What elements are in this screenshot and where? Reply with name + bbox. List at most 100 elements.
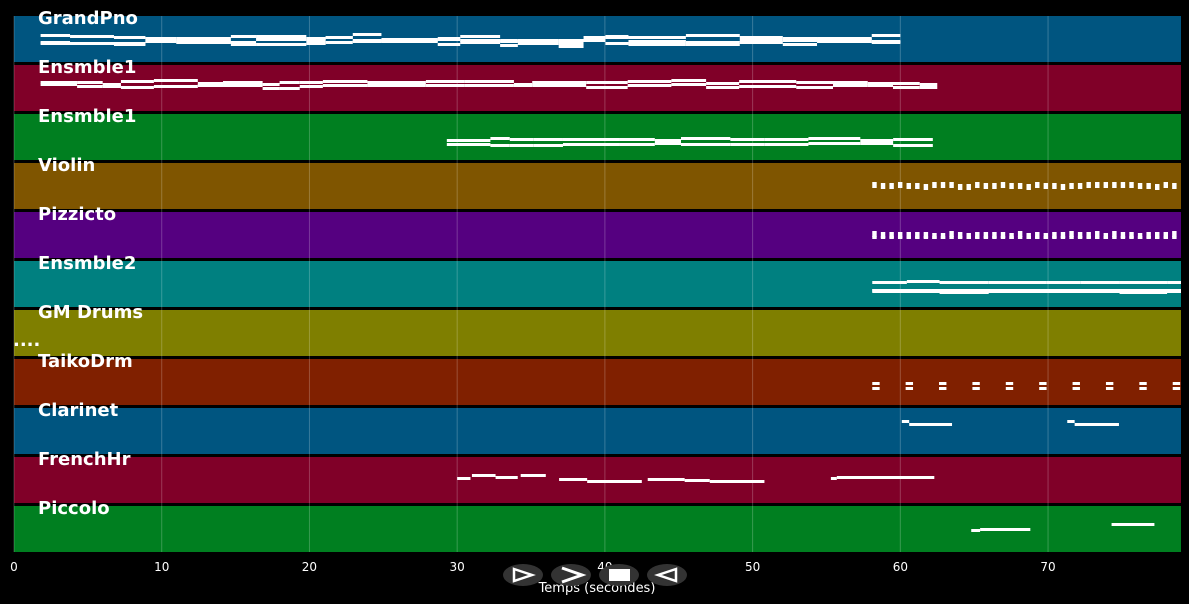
note [299, 85, 323, 88]
note [1077, 236, 1083, 239]
note [988, 281, 1047, 284]
note [437, 37, 461, 40]
play-button[interactable] [503, 564, 543, 586]
note [1112, 236, 1117, 239]
note [1129, 232, 1134, 238]
note [1103, 236, 1109, 239]
track-lane[interactable] [14, 212, 1181, 258]
x-tick-label: 0 [10, 560, 18, 574]
note [1120, 232, 1126, 238]
note [1052, 236, 1057, 239]
track-name: Piccolo [38, 498, 110, 519]
track-lane[interactable] [14, 310, 1181, 356]
track-name: GM Drums [38, 302, 143, 323]
note [739, 80, 797, 83]
note [972, 382, 980, 385]
note [906, 183, 911, 189]
note [949, 236, 954, 239]
note [957, 232, 963, 238]
note [1043, 236, 1049, 239]
note [739, 36, 783, 39]
note [889, 236, 894, 239]
track-lane[interactable] [14, 163, 1181, 209]
x-tick-label: 30 [450, 560, 465, 574]
track-lane[interactable] [14, 359, 1181, 405]
note [367, 84, 426, 87]
note [980, 528, 1031, 531]
note [352, 33, 382, 36]
note [533, 138, 563, 141]
note [764, 143, 809, 146]
rewind-button[interactable] [647, 564, 687, 586]
track-name: GrandPno [38, 8, 138, 29]
note [153, 85, 198, 88]
note [223, 84, 263, 87]
note [1139, 387, 1147, 390]
forward-button[interactable] [551, 564, 591, 586]
note [40, 81, 78, 84]
note [587, 480, 642, 483]
note [1017, 231, 1023, 237]
note [1043, 183, 1049, 189]
note [471, 474, 496, 477]
note [457, 477, 471, 480]
note [872, 231, 877, 237]
track-lane[interactable] [14, 408, 1181, 454]
note [495, 476, 518, 479]
note [1005, 387, 1014, 390]
note [939, 387, 947, 390]
note [509, 144, 534, 147]
note [513, 84, 533, 87]
note [306, 42, 326, 45]
note [102, 85, 121, 88]
play-outline-icon [512, 567, 536, 583]
note [70, 42, 114, 45]
note [739, 41, 783, 44]
note [685, 41, 740, 44]
note [381, 40, 438, 43]
note [605, 36, 629, 39]
note [893, 82, 920, 85]
note [880, 183, 886, 189]
note [1167, 281, 1181, 284]
note [1080, 281, 1120, 284]
note [509, 138, 534, 141]
note [627, 80, 672, 83]
note [532, 81, 587, 84]
note [1163, 236, 1169, 239]
note [1172, 231, 1177, 237]
note [176, 40, 231, 43]
note [1069, 183, 1074, 189]
note [256, 43, 307, 46]
note [739, 85, 797, 88]
note [832, 84, 868, 87]
note [889, 183, 894, 189]
note [1095, 236, 1100, 239]
note [1052, 232, 1057, 238]
note [1146, 183, 1151, 189]
note [906, 232, 911, 238]
note [915, 183, 920, 189]
note [906, 236, 911, 239]
note [905, 382, 914, 385]
track-name: Violin [38, 155, 95, 176]
note [909, 423, 953, 426]
note [709, 480, 765, 483]
note [425, 84, 465, 87]
note [992, 232, 997, 238]
note [1155, 184, 1160, 190]
note [919, 83, 938, 86]
note [706, 86, 740, 89]
play-reverse-icon [654, 567, 678, 583]
track-lane[interactable] [14, 114, 1181, 160]
note [1172, 382, 1181, 385]
note [113, 43, 146, 46]
note [808, 142, 861, 145]
stop-button[interactable] [599, 564, 639, 586]
note [1095, 182, 1100, 188]
note [932, 236, 937, 239]
note [905, 387, 914, 390]
note [782, 37, 818, 40]
note [860, 139, 894, 142]
